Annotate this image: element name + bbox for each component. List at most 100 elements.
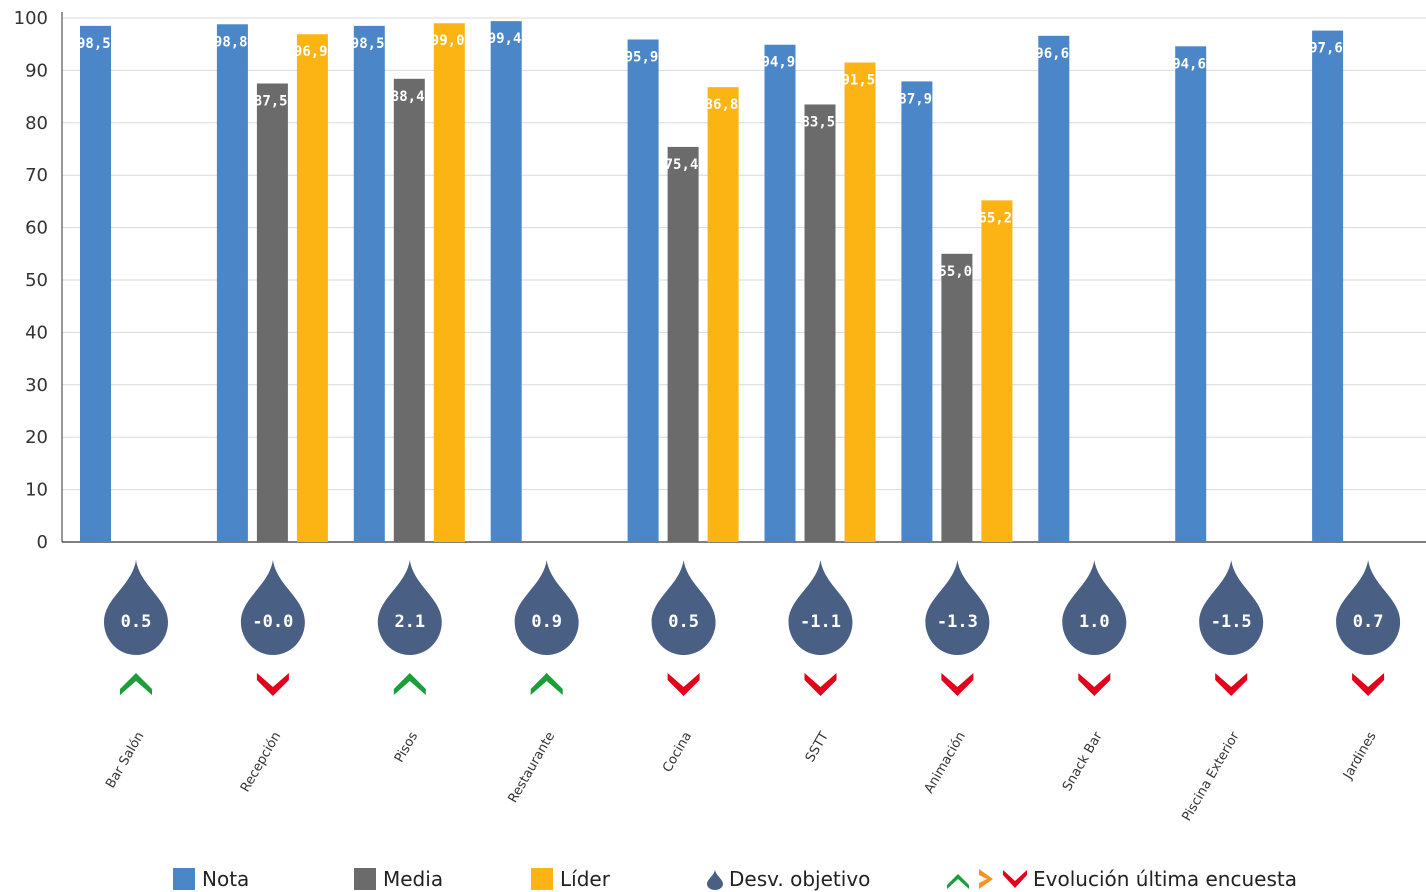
chevron-down-icon <box>667 673 700 696</box>
chevron-up-icon <box>530 673 563 695</box>
chevron-down-icon <box>941 673 974 696</box>
bar-data-label: 87,5 <box>254 94 288 110</box>
drop-marker <box>788 560 853 656</box>
bar-data-label: 91,5 <box>842 73 876 89</box>
bar-nota[interactable] <box>764 44 796 542</box>
bar-data-label: 65,2 <box>978 210 1012 226</box>
deviation-value: 1.0 <box>1079 612 1110 632</box>
chevron-down-icon <box>1003 870 1027 888</box>
bar-lider[interactable] <box>707 87 739 542</box>
bar-nota[interactable] <box>490 21 522 543</box>
legend-label-nota: Nota <box>202 867 250 891</box>
x-category-label: Animación <box>922 730 969 797</box>
drop-icon <box>707 869 723 890</box>
y-tick-label: 60 <box>25 218 48 239</box>
legend-swatch-lider <box>531 868 553 890</box>
bar-media[interactable] <box>256 83 288 543</box>
deviation-value: 0.9 <box>531 612 562 632</box>
x-category-label: Jardines <box>1340 729 1379 782</box>
deviation-value: 0.5 <box>668 612 699 632</box>
drop-marker <box>240 560 305 656</box>
x-category-label: Recepción <box>238 730 284 795</box>
bar-data-label: 99,0 <box>431 33 465 49</box>
bar-nota[interactable] <box>1312 30 1344 543</box>
bar-nota[interactable] <box>627 39 659 542</box>
chevron-down-icon <box>256 673 289 696</box>
chevron-up-icon <box>947 874 969 889</box>
legend-item-media[interactable]: Media <box>354 866 443 892</box>
bar-media[interactable] <box>667 146 699 543</box>
legend-item-lider[interactable]: Líder <box>531 866 610 892</box>
bar-data-label: 83,5 <box>802 114 836 130</box>
deviation-value: -0.0 <box>252 612 293 632</box>
legend-label-evolucion: Evolución última encuesta <box>1033 867 1297 891</box>
x-category-label: Snack Bar <box>1060 729 1106 794</box>
y-tick-label: 30 <box>25 375 48 396</box>
deviation-value: -1.5 <box>1211 612 1252 632</box>
bar-data-label: 98,5 <box>77 36 111 52</box>
deviation-value: 2.1 <box>394 612 425 632</box>
bar-nota[interactable] <box>1175 46 1207 543</box>
drop-marker <box>104 560 168 655</box>
bar-media[interactable] <box>393 78 425 542</box>
bar-nota[interactable] <box>353 25 385 543</box>
legend-item-desviacion[interactable]: Desv. objetivo <box>705 866 870 892</box>
drop-marker <box>651 560 716 656</box>
bar-data-label: 99,4 <box>488 31 522 47</box>
chart-legend: Nota Media Líder Desv. objetivo Evolució… <box>0 866 1426 892</box>
bar-data-label: 94,9 <box>762 55 796 71</box>
x-category-label: Bar Salón <box>103 730 147 792</box>
bar-data-label: 95,9 <box>625 49 659 65</box>
y-tick-label: 80 <box>25 113 48 134</box>
bar-lider[interactable] <box>981 200 1013 543</box>
bar-data-label: 88,4 <box>391 89 425 105</box>
legend-item-nota[interactable]: Nota <box>173 866 249 892</box>
y-tick-label: 50 <box>25 270 48 291</box>
chevron-down-icon <box>1352 673 1385 696</box>
x-category-label: Cocina <box>660 730 695 776</box>
bar-data-label: 98,5 <box>351 36 385 52</box>
bar-lider[interactable] <box>844 62 876 542</box>
y-tick-label: 10 <box>25 480 48 501</box>
bar-lider[interactable] <box>296 34 328 543</box>
chevron-down-icon <box>804 673 837 696</box>
bar-media[interactable] <box>804 104 836 543</box>
y-tick-label: 40 <box>25 322 48 343</box>
bar-data-label: 75,4 <box>665 157 699 173</box>
drop-marker <box>514 560 579 656</box>
x-category-label: SSTT <box>803 729 832 764</box>
bar-data-label: 98,8 <box>214 34 248 50</box>
bar-media[interactable] <box>941 253 973 543</box>
y-tick-label: 0 <box>37 532 48 553</box>
chevron-down-icon <box>1078 673 1111 696</box>
x-category-label: Piscina Exterior <box>1180 729 1243 824</box>
deviation-value: -1.3 <box>937 612 978 632</box>
drop-marker <box>377 560 442 656</box>
chevron-right-icon <box>979 869 993 889</box>
bar-lider[interactable] <box>433 23 465 543</box>
bar-data-label: 96,6 <box>1035 46 1069 62</box>
bar-nota[interactable] <box>1038 35 1070 542</box>
bar-data-label: 87,9 <box>898 91 932 107</box>
bar-data-label: 97,6 <box>1309 41 1343 57</box>
bar-nota[interactable] <box>901 81 933 543</box>
chevron-down-icon <box>1215 673 1248 696</box>
deviation-value: 0.5 <box>121 612 152 632</box>
legend-label-lider: Líder <box>560 867 610 891</box>
x-category-label: Pisos <box>392 729 421 765</box>
y-tick-label: 20 <box>25 427 48 448</box>
chevron-up-icon <box>393 673 426 695</box>
bar-nota[interactable] <box>80 25 111 543</box>
legend-item-evolucion[interactable]: Evolución última encuesta <box>945 866 1297 892</box>
y-tick-label: 100 <box>14 8 48 29</box>
y-tick-label: 70 <box>25 165 48 186</box>
bar-data-label: 94,6 <box>1172 56 1206 72</box>
bar-chart: 0 10 20 30 40 50 60 70 80 90 100 98,5 0.5 Bar Salón 98… <box>14 8 1426 824</box>
bar-nota[interactable] <box>216 24 248 542</box>
drop-marker <box>1199 560 1264 656</box>
legend-swatch-media <box>354 868 376 890</box>
x-category-label: Restaurante <box>506 730 559 806</box>
bar-data-label: 86,8 <box>705 97 739 113</box>
drop-marker <box>925 560 990 656</box>
drop-marker <box>1336 560 1401 656</box>
